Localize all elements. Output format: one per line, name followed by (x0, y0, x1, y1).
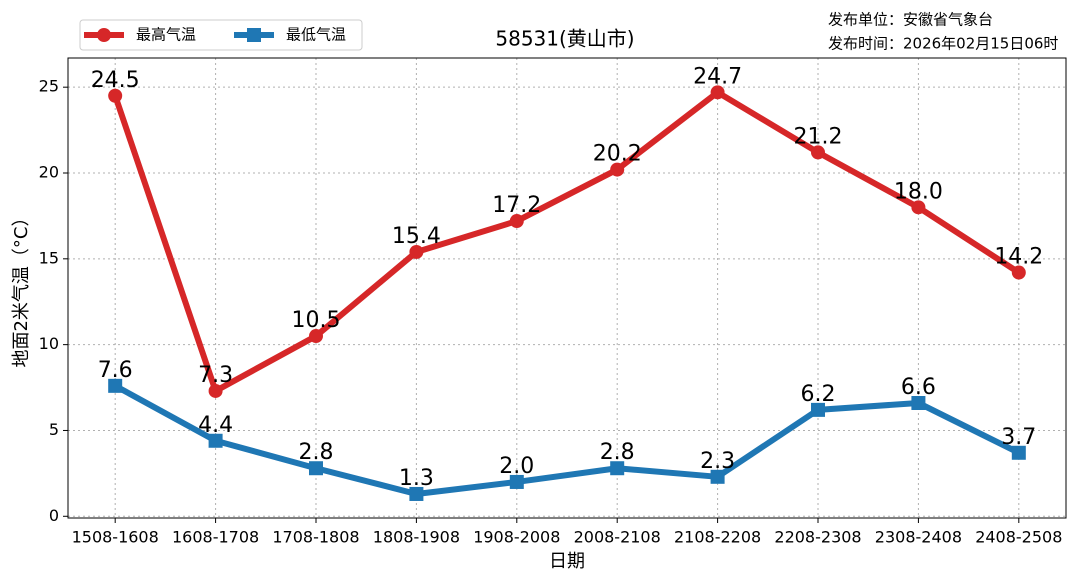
point (911, 396, 926, 410)
point (108, 88, 123, 103)
y-tick-label: 20 (39, 163, 59, 182)
data-label: 4.4 (198, 413, 233, 438)
data-label: 15.4 (392, 224, 441, 249)
data-label: 18.0 (894, 179, 943, 204)
data-label: 2.8 (298, 440, 333, 465)
point (610, 162, 625, 177)
point (710, 85, 725, 100)
data-label: 14.2 (994, 245, 1043, 270)
point (409, 486, 424, 501)
y-tick-label: 0 (49, 506, 59, 525)
point (409, 244, 424, 259)
x-tick-label: 1608-1708 (172, 528, 259, 547)
point (1011, 265, 1026, 280)
point (710, 469, 725, 484)
data-label: 21.2 (794, 124, 843, 149)
x-tick-label: 2208-2308 (774, 528, 861, 547)
data-label: 1.3 (399, 466, 434, 491)
point (208, 383, 223, 398)
point (610, 461, 625, 476)
chart-title: 58531(黄山市) (495, 27, 634, 51)
point (308, 329, 323, 344)
point (911, 200, 926, 215)
data-label: 20.2 (593, 142, 642, 167)
point (208, 433, 223, 448)
data-label: 2.8 (600, 440, 635, 465)
point (108, 378, 123, 393)
x-tick-label: 2008-2108 (574, 528, 661, 547)
data-label: 10.5 (292, 308, 341, 333)
y-tick-label: 10 (39, 334, 59, 353)
data-label: 6.6 (901, 375, 936, 400)
x-tick-label: 1508-1608 (72, 528, 159, 547)
plot-frame (67, 57, 1067, 519)
point (1011, 445, 1026, 460)
x-tick-label: 1808-1908 (373, 528, 460, 547)
point (811, 145, 826, 160)
data-label: 24.7 (693, 64, 742, 89)
line (113, 383, 1021, 497)
legend-label: 最高气温 (136, 26, 196, 44)
data-label: 2.3 (700, 449, 735, 474)
point (811, 402, 826, 417)
data-label: 2.0 (499, 454, 534, 479)
data-label: 7.3 (198, 363, 233, 388)
x-tick-label: 1908-2008 (473, 528, 560, 547)
data-label: 17.2 (492, 193, 541, 218)
x-tick-label: 2308-2408 (875, 528, 962, 547)
y-tick-label: 5 (49, 420, 59, 439)
data-label: 24.5 (91, 68, 140, 93)
data-label: 7.6 (98, 358, 133, 383)
point (308, 461, 323, 476)
legend-marker (247, 28, 261, 42)
data-label: 6.2 (801, 382, 836, 407)
line (112, 89, 1021, 394)
publisher: 发布单位：安徽省气象台 (828, 11, 993, 29)
legend-marker (97, 28, 111, 42)
point (509, 474, 524, 489)
y-axis-label: 地面2米气温（°C） (11, 208, 32, 367)
x-tick-label: 2408-2508 (975, 528, 1062, 547)
x-tick-label: 1708-1808 (272, 528, 359, 547)
y-tick-label: 25 (39, 77, 59, 96)
publish-time: 发布时间：2026年02月15日06时 (828, 35, 1058, 53)
x-tick-label: 2108-2208 (674, 528, 761, 547)
point (509, 214, 524, 229)
legend-label: 最低气温 (286, 26, 346, 44)
legend: 最高气温 最低气温 (79, 19, 363, 51)
y-tick-label: 15 (39, 248, 59, 267)
legend-frame (79, 19, 363, 51)
x-axis-label: 日期 (549, 551, 585, 572)
data-label: 3.7 (1001, 425, 1036, 450)
